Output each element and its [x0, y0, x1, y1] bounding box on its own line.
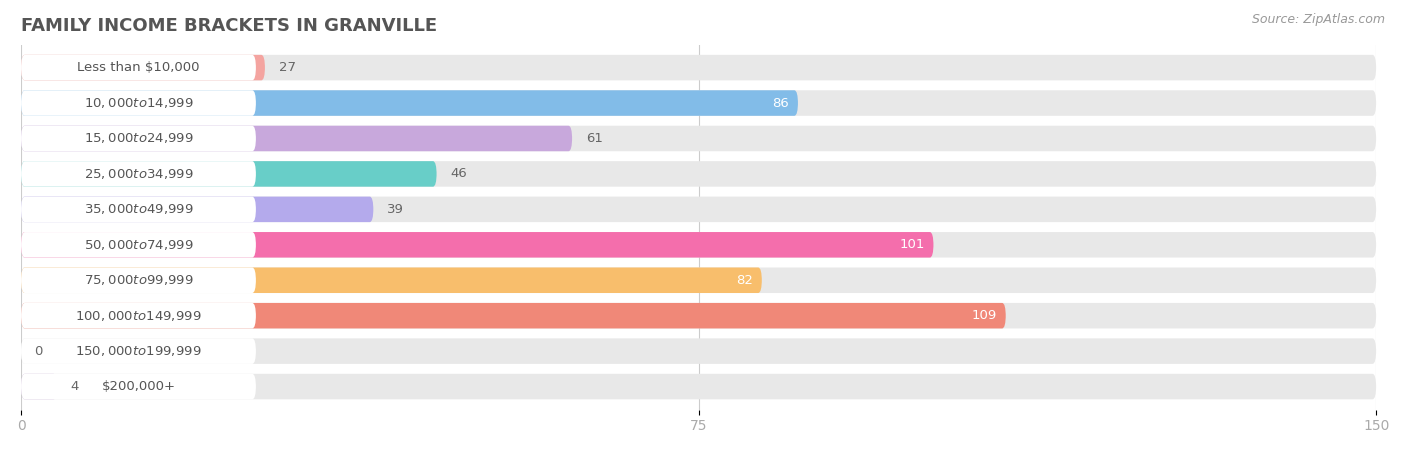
FancyBboxPatch shape — [21, 338, 1376, 364]
Text: Source: ZipAtlas.com: Source: ZipAtlas.com — [1251, 14, 1385, 27]
FancyBboxPatch shape — [21, 267, 256, 293]
Text: 4: 4 — [70, 380, 79, 393]
FancyBboxPatch shape — [21, 90, 799, 116]
Text: $50,000 to $74,999: $50,000 to $74,999 — [83, 238, 193, 252]
FancyBboxPatch shape — [21, 374, 1376, 399]
FancyBboxPatch shape — [21, 126, 1376, 151]
FancyBboxPatch shape — [21, 232, 1376, 257]
FancyBboxPatch shape — [21, 55, 256, 81]
Text: 101: 101 — [898, 238, 924, 251]
Text: $100,000 to $149,999: $100,000 to $149,999 — [75, 309, 201, 323]
FancyBboxPatch shape — [21, 232, 256, 257]
FancyBboxPatch shape — [21, 161, 256, 187]
Text: FAMILY INCOME BRACKETS IN GRANVILLE: FAMILY INCOME BRACKETS IN GRANVILLE — [21, 17, 437, 35]
FancyBboxPatch shape — [21, 197, 1376, 222]
FancyBboxPatch shape — [21, 303, 256, 328]
Text: $35,000 to $49,999: $35,000 to $49,999 — [83, 202, 193, 216]
Text: 46: 46 — [450, 167, 467, 180]
FancyBboxPatch shape — [21, 374, 58, 399]
Text: 27: 27 — [278, 61, 295, 74]
FancyBboxPatch shape — [21, 267, 1376, 293]
FancyBboxPatch shape — [21, 90, 1376, 116]
Text: 0: 0 — [35, 345, 44, 358]
Text: $15,000 to $24,999: $15,000 to $24,999 — [83, 131, 193, 145]
FancyBboxPatch shape — [21, 126, 572, 151]
Text: 86: 86 — [772, 97, 789, 109]
Text: $150,000 to $199,999: $150,000 to $199,999 — [75, 344, 201, 358]
FancyBboxPatch shape — [21, 161, 1376, 187]
Text: 61: 61 — [586, 132, 603, 145]
FancyBboxPatch shape — [21, 303, 1376, 328]
FancyBboxPatch shape — [21, 338, 256, 364]
FancyBboxPatch shape — [21, 303, 1005, 328]
FancyBboxPatch shape — [21, 197, 256, 222]
Text: $25,000 to $34,999: $25,000 to $34,999 — [83, 167, 193, 181]
Text: 109: 109 — [972, 309, 997, 322]
FancyBboxPatch shape — [21, 55, 264, 81]
FancyBboxPatch shape — [21, 267, 762, 293]
Text: $200,000+: $200,000+ — [101, 380, 176, 393]
Text: 39: 39 — [387, 203, 404, 216]
FancyBboxPatch shape — [21, 232, 934, 257]
FancyBboxPatch shape — [21, 197, 374, 222]
Text: Less than $10,000: Less than $10,000 — [77, 61, 200, 74]
FancyBboxPatch shape — [21, 90, 256, 116]
FancyBboxPatch shape — [21, 161, 437, 187]
Text: $75,000 to $99,999: $75,000 to $99,999 — [83, 273, 193, 287]
FancyBboxPatch shape — [21, 126, 256, 151]
FancyBboxPatch shape — [21, 55, 1376, 81]
Text: 82: 82 — [735, 274, 752, 287]
FancyBboxPatch shape — [21, 374, 256, 399]
Text: $10,000 to $14,999: $10,000 to $14,999 — [83, 96, 193, 110]
